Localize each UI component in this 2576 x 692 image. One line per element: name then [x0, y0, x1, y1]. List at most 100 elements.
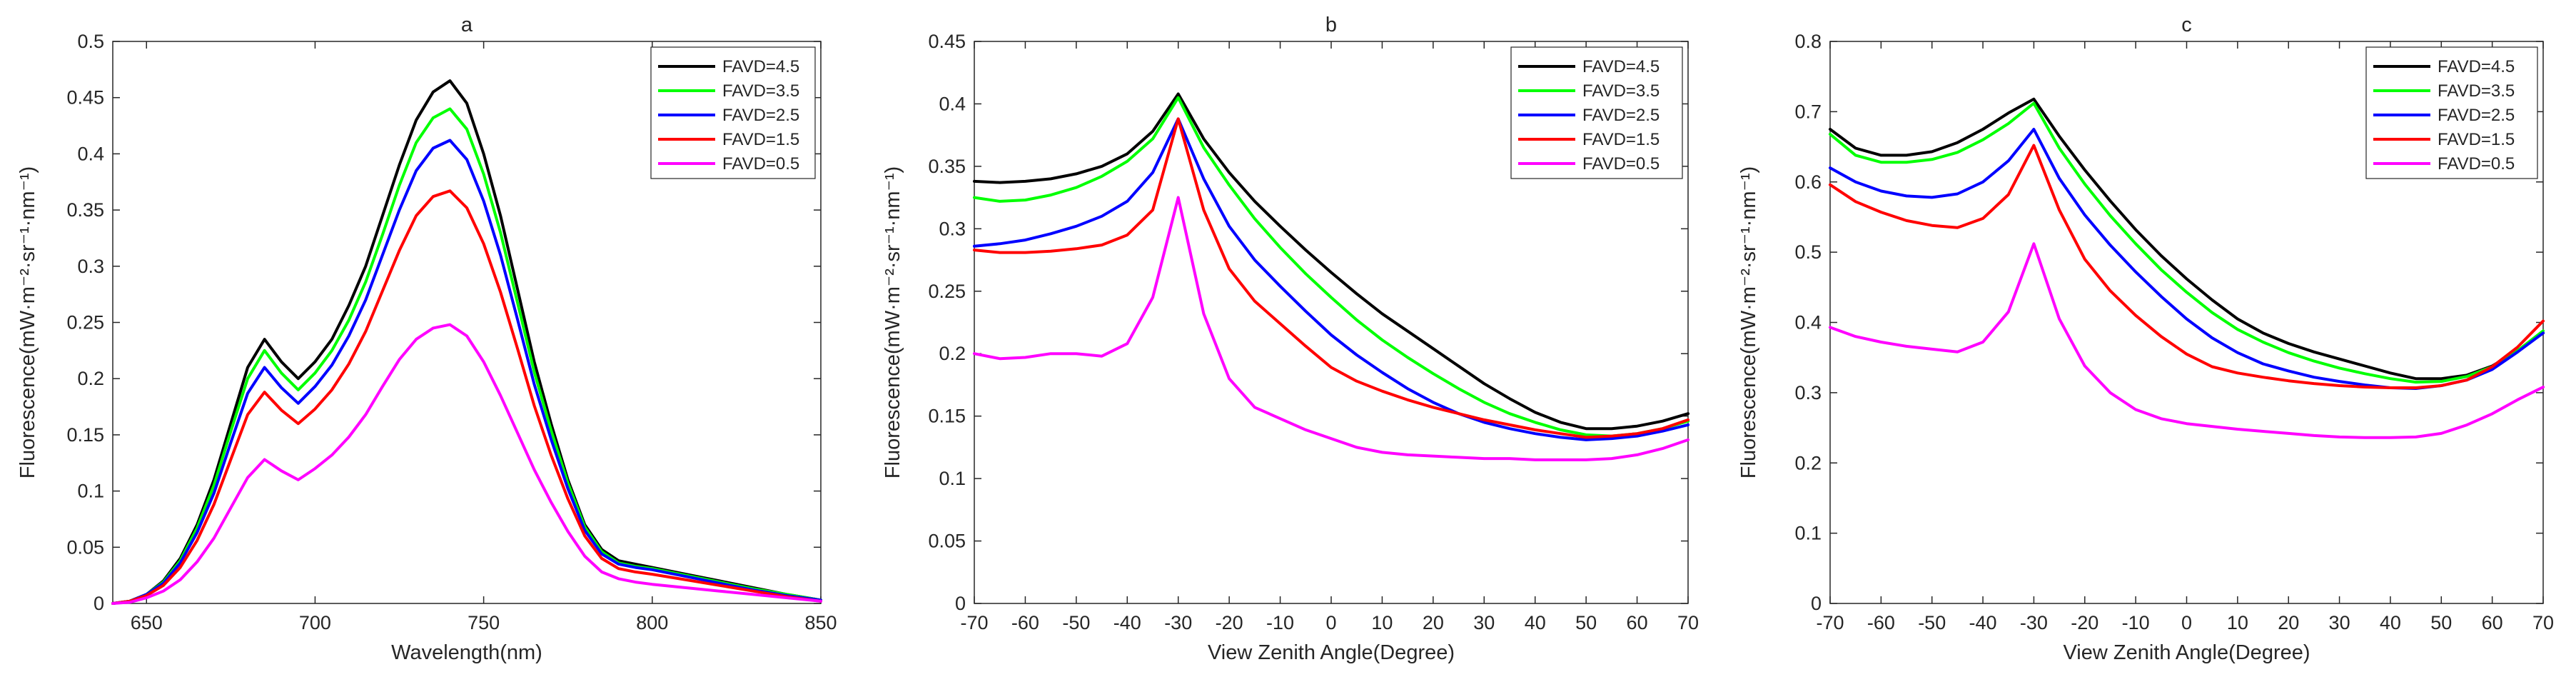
series-line-favd-2-5	[973, 117, 1689, 441]
subplot-b: -70 -60 -50 -40 -30 -20 -10 0 10 20 30 40 50 60 70 0 0.0…	[882, 14, 1699, 664]
y-tick-label: 0.4	[77, 143, 104, 164]
y-tick-label: 0.4	[1794, 312, 1822, 334]
x-tick-label: 30	[1473, 612, 1495, 633]
y-tick-label: 0.8	[1794, 31, 1822, 52]
y-axis-label: Fluorescence(mW·m⁻²·sr⁻¹·nm⁻¹)	[882, 166, 904, 478]
x-tick-label: 20	[1423, 612, 1444, 633]
x-tick-label: -50	[1918, 612, 1946, 633]
x-tick-label: -30	[1164, 612, 1192, 633]
x-tick-label: 650	[131, 612, 163, 633]
chart-title: a	[461, 14, 473, 36]
x-tick-label: 20	[2278, 612, 2299, 633]
x-tick-label: 0	[1325, 612, 1336, 633]
legend-entry: FAVD=0.5	[722, 154, 799, 174]
series-line-favd-4-5	[1829, 97, 2545, 381]
y-tick-label: 0.4	[939, 93, 966, 114]
legend-entry: FAVD=4.5	[1582, 57, 1660, 76]
y-tick-label: 0	[1811, 593, 1822, 614]
x-tick-label: 10	[2227, 612, 2248, 633]
y-tick-label: 0.3	[939, 218, 966, 239]
x-tick-label: 850	[804, 612, 837, 633]
series-line-favd-2-5	[111, 139, 822, 605]
y-tick-label: 0.05	[928, 531, 966, 552]
legend-box	[650, 46, 816, 179]
y-tick-label: 0.5	[1794, 241, 1822, 263]
y-tick-label: 0.05	[66, 536, 104, 558]
x-tick-label: -60	[1011, 612, 1039, 633]
x-axis-label: View Zenith Angle(Degree)	[1208, 641, 1455, 664]
x-tick-label: -10	[1266, 612, 1294, 633]
legend-entry: FAVD=3.5	[2438, 81, 2515, 101]
x-tick-label: 70	[1677, 612, 1699, 633]
legend-entry: FAVD=1.5	[722, 130, 799, 149]
y-tick-label: 0.35	[66, 199, 104, 221]
y-axis-label: Fluorescence(mW·m⁻²·sr⁻¹·nm⁻¹)	[16, 166, 39, 478]
legend-entry: FAVD=0.5	[2438, 154, 2515, 174]
y-tick-label: 0.3	[1794, 382, 1822, 403]
y-tick-label: 0.2	[939, 343, 966, 364]
x-tick-label: 700	[299, 612, 331, 633]
y-tick-label: 0.6	[1794, 171, 1822, 193]
y-tick-label: 0.2	[77, 368, 104, 389]
y-tick-label: 0.5	[77, 31, 104, 52]
legend-entry: FAVD=4.5	[722, 57, 799, 76]
x-tick-label: 50	[2430, 612, 2452, 633]
y-tick-label: 0.1	[939, 468, 966, 489]
series-line-favd-0-5	[111, 323, 822, 605]
x-tick-label: 40	[1525, 612, 1546, 633]
y-tick-label: 0.25	[928, 281, 966, 302]
y-tick-label: 0.45	[928, 31, 966, 52]
x-tick-label: 0	[2181, 612, 2192, 633]
x-tick-label: -70	[1816, 612, 1844, 633]
legend-entry: FAVD=2.5	[1582, 106, 1660, 125]
x-tick-label: 800	[636, 612, 668, 633]
y-tick-label: 0.7	[1794, 101, 1822, 122]
x-tick-label: 70	[2532, 612, 2554, 633]
x-tick-label: 60	[1627, 612, 1648, 633]
series-line-favd-1-5	[973, 117, 1689, 439]
x-tick-label: -50	[1062, 612, 1090, 633]
legend-entry: FAVD=3.5	[722, 81, 799, 101]
y-tick-label: 0.1	[1794, 523, 1822, 544]
x-tick-label: -10	[2122, 612, 2150, 633]
y-tick-label: 0	[955, 593, 966, 614]
x-tick-label: -30	[2020, 612, 2048, 633]
y-tick-label: 0.35	[928, 156, 966, 177]
subplot-c: -70 -60 -50 -40 -30 -20 -10 0 10 20 30 40 50 60 70 0 0.1…	[1737, 14, 2554, 664]
chart-title: c	[2181, 14, 2192, 36]
series-line-favd-3-5	[973, 96, 1689, 438]
x-tick-label: 750	[468, 612, 500, 633]
chart-title: b	[1325, 14, 1337, 36]
y-axis-label: Fluorescence(mW·m⁻²·sr⁻¹·nm⁻¹)	[1737, 166, 1760, 478]
legend-entry: FAVD=0.5	[1582, 154, 1660, 174]
x-axis-label: View Zenith Angle(Degree)	[2063, 641, 2310, 664]
series-line-favd-4-5	[111, 79, 822, 605]
x-tick-label: -60	[1867, 612, 1895, 633]
y-tick-label: 0.45	[66, 87, 104, 109]
series-line-favd-0-5	[973, 196, 1689, 461]
x-tick-label: -40	[1113, 612, 1141, 633]
legend-entry: FAVD=3.5	[1582, 81, 1660, 101]
x-tick-label: 60	[2482, 612, 2503, 633]
legend-entry: FAVD=1.5	[2438, 130, 2515, 149]
series-line-favd-3-5	[1829, 101, 2545, 384]
y-tick-label: 0.2	[1794, 452, 1822, 473]
legend-entry: FAVD=2.5	[722, 106, 799, 125]
x-tick-label: 50	[1575, 612, 1597, 633]
series-line-favd-4-5	[973, 92, 1689, 431]
x-tick-label: 40	[2380, 612, 2401, 633]
x-tick-label: -40	[1969, 612, 1997, 633]
y-tick-label: 0.1	[77, 481, 104, 502]
y-tick-label: 0.15	[66, 424, 104, 446]
x-tick-label: 30	[2329, 612, 2350, 633]
series-line-favd-0-5	[1829, 242, 2545, 439]
legend-entry: FAVD=2.5	[2438, 106, 2515, 125]
y-tick-label: 0	[94, 593, 104, 614]
x-tick-label: -20	[2071, 612, 2098, 633]
subplot-a: 650 700 750 800 850 0 0.05 0.1 0.15 0.2 0.25 0.3 0.3…	[16, 14, 837, 664]
series-line-favd-1-5	[1829, 144, 2545, 389]
x-axis-label: Wavelength(nm)	[391, 641, 542, 664]
legend-box	[2365, 46, 2538, 179]
y-tick-label: 0.3	[77, 256, 104, 277]
